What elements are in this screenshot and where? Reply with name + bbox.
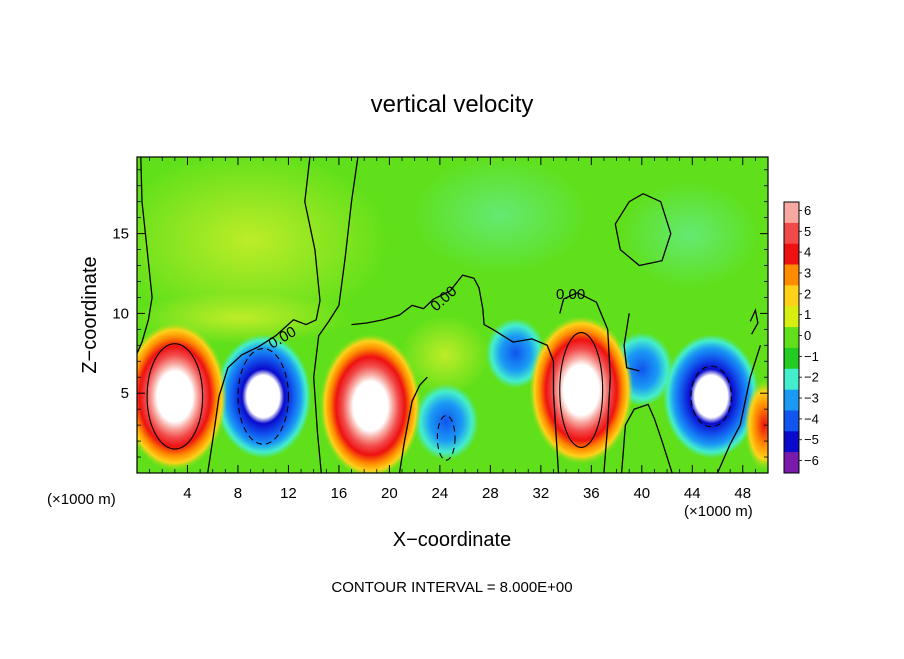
x-tick-label: 20 bbox=[381, 485, 398, 502]
x-tick-label: 28 bbox=[482, 485, 499, 502]
colorbar-tick-label: −4 bbox=[804, 411, 819, 426]
zero-contour-line bbox=[351, 274, 560, 473]
velocity-field bbox=[137, 157, 768, 473]
colorbar-swatch bbox=[784, 327, 799, 349]
colorbar-swatch bbox=[784, 285, 799, 307]
colorbar-swatch bbox=[784, 222, 799, 244]
x-tick-label: 32 bbox=[532, 485, 549, 502]
x-tick-label: 36 bbox=[583, 485, 600, 502]
x-unit-left: (×1000 m) bbox=[47, 491, 116, 508]
x-unit-right: (×1000 m) bbox=[684, 503, 753, 520]
zero-contour-line bbox=[749, 308, 759, 335]
x-tick-label: 24 bbox=[432, 485, 449, 502]
updraft-core bbox=[744, 380, 768, 471]
colorbar-tick-label: −5 bbox=[804, 432, 819, 447]
zero-contour-line bbox=[207, 157, 321, 473]
colorbar-tick-label: −3 bbox=[804, 391, 819, 406]
colorbar-swatch bbox=[784, 347, 799, 370]
updraft-core bbox=[137, 322, 227, 471]
contour-loop bbox=[559, 332, 604, 449]
zero-contour-line bbox=[398, 376, 428, 473]
contour-loop bbox=[237, 347, 289, 445]
colorbar: 6 5 4 3 2 1 0 −1 −2 −3 −4 −5 −6 bbox=[783, 201, 819, 474]
x-axis-title: X−coordinate bbox=[393, 529, 511, 551]
colorbar-swatch bbox=[784, 452, 799, 474]
x-tick-label: 4 bbox=[183, 485, 191, 502]
colorbar-swatch bbox=[784, 243, 799, 265]
contour-loop bbox=[146, 343, 204, 450]
zero-contour-line bbox=[623, 313, 640, 372]
x-tick-label: 40 bbox=[633, 485, 650, 502]
colorbar-swatch bbox=[784, 306, 799, 328]
y-tick-label: 5 bbox=[121, 385, 129, 402]
downdraft-core bbox=[663, 334, 760, 459]
x-tick-label: 16 bbox=[331, 485, 348, 502]
zero-contour-line bbox=[559, 291, 611, 473]
contour-interval-note: CONTOUR INTERVAL = 8.000E+00 bbox=[331, 579, 572, 596]
colorbar-tick-label: 0 bbox=[804, 328, 811, 343]
contour-label: 0.00 bbox=[556, 286, 585, 303]
x-tick-label: 8 bbox=[234, 485, 242, 502]
x-tick-label: 48 bbox=[734, 485, 751, 502]
contour-loop bbox=[436, 414, 456, 461]
x-axis-ticks: 4 8 12 16 20 24 28 32 36 40 44 48 bbox=[149, 157, 756, 502]
x-tick-label: 12 bbox=[280, 485, 297, 502]
y-axis-title: Z−coordinate bbox=[79, 256, 101, 373]
colorbar-tick-label: −6 bbox=[804, 453, 819, 468]
y-tick-label: 10 bbox=[112, 305, 129, 322]
colorbar-tick-label: 4 bbox=[804, 245, 811, 260]
colorbar-tick-label: −2 bbox=[804, 370, 819, 385]
zero-contour-line bbox=[313, 157, 359, 473]
field-feature bbox=[137, 157, 390, 330]
zero-contour-line bbox=[716, 345, 762, 473]
y-axis-ticks: 5 10 15 bbox=[112, 169, 768, 458]
downdraft-core bbox=[413, 383, 479, 460]
colorbar-swatch bbox=[784, 410, 799, 432]
zero-contour-line bbox=[137, 157, 153, 354]
downdraft-core bbox=[215, 334, 312, 459]
field-feature bbox=[620, 180, 760, 290]
colorbar-swatch bbox=[784, 264, 799, 286]
colorbar-swatch bbox=[784, 431, 799, 453]
updraft-core bbox=[319, 333, 422, 473]
chart-title: vertical velocity bbox=[371, 91, 534, 118]
field-feature bbox=[410, 157, 590, 275]
colorbar-tick-label: −1 bbox=[804, 349, 819, 364]
colorbar-tick-label: 2 bbox=[804, 286, 811, 301]
colorbar-swatch bbox=[784, 202, 799, 224]
y-tick-label: 15 bbox=[112, 226, 129, 243]
zero-contour-line bbox=[614, 193, 672, 267]
zero-contours bbox=[137, 157, 762, 473]
colorbar-tick-label: 3 bbox=[804, 265, 811, 280]
colorbar-tick-label: 1 bbox=[804, 307, 811, 322]
x-tick-label: 44 bbox=[684, 485, 701, 502]
colorbar-swatch bbox=[784, 389, 799, 411]
zero-contour-line bbox=[620, 403, 673, 473]
field-feature bbox=[400, 315, 490, 395]
colorbar-tick-label: 5 bbox=[804, 224, 811, 239]
colorbar-swatch bbox=[784, 368, 799, 390]
contour-loop bbox=[690, 365, 732, 428]
downdraft-core bbox=[485, 318, 546, 389]
colorbar-tick-label: 6 bbox=[804, 203, 811, 218]
updraft-core bbox=[529, 316, 634, 465]
colorbar-frame bbox=[783, 201, 800, 474]
